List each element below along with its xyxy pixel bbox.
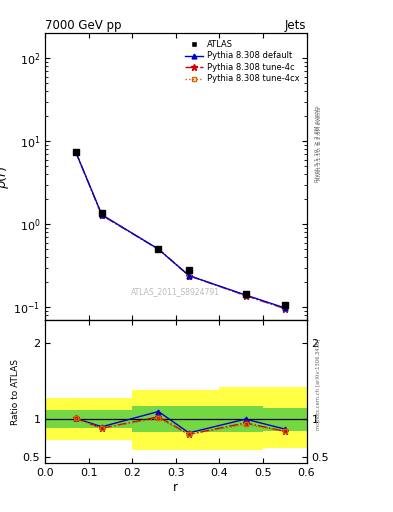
Text: ATLAS_2011_S8924791: ATLAS_2011_S8924791 xyxy=(131,287,220,296)
Y-axis label: $\rho(r)$: $\rho(r)$ xyxy=(0,165,11,188)
Text: mcplots.cern.ch [arXiv:1306.3436]: mcplots.cern.ch [arXiv:1306.3436] xyxy=(316,338,321,430)
Text: Rivet 3.1.10, ≥ 2.6M events: Rivet 3.1.10, ≥ 2.6M events xyxy=(314,105,320,182)
Y-axis label: Ratio to ATLAS: Ratio to ATLAS xyxy=(11,359,20,424)
Legend: ATLAS, Pythia 8.308 default, Pythia 8.308 tune-4c, Pythia 8.308 tune-4cx: ATLAS, Pythia 8.308 default, Pythia 8.30… xyxy=(182,37,302,86)
Text: Rivet 3.1.10, ≥ 2.6M events: Rivet 3.1.10, ≥ 2.6M events xyxy=(316,106,321,180)
X-axis label: r: r xyxy=(173,481,178,494)
Text: Jets: Jets xyxy=(285,19,307,32)
Text: 7000 GeV pp: 7000 GeV pp xyxy=(45,19,122,32)
